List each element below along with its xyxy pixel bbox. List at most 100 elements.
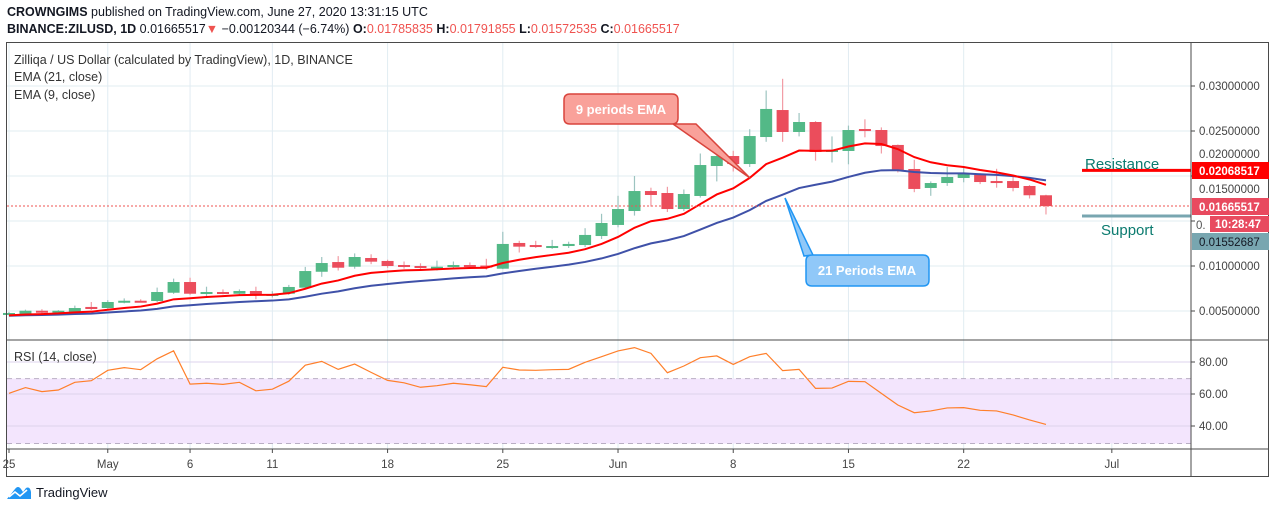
partial-tick-text: 0. (1196, 220, 1206, 232)
candle-up (546, 246, 559, 249)
candle-down (990, 181, 1003, 184)
candle-up (68, 308, 81, 312)
candle-up (579, 234, 592, 246)
rsi-tick-label: 40.00 (1199, 421, 1228, 433)
price-change: −0.00120344 (−6.74%) (221, 22, 350, 36)
legend-ema21[interactable]: EMA (21, close) (14, 70, 103, 84)
close-label: C: (600, 22, 614, 36)
candle-down (858, 129, 871, 132)
time-tick-label: Jun (609, 459, 628, 471)
candle-up (562, 243, 575, 247)
candle-down (727, 156, 740, 165)
candle-up (315, 263, 328, 272)
last-price: 0.01665517 (139, 22, 206, 36)
high-value: 0.01791855 (449, 22, 516, 36)
candle-down (875, 130, 888, 147)
candle-up (52, 310, 65, 313)
candle-up (167, 282, 180, 293)
candle-down (908, 168, 921, 189)
time-axis[interactable]: 25 May 6 11 18 25 Jun 8 15 22 Jul (3, 449, 1120, 471)
ohlc-line: BINANCE:ZILUSD, 1D 0.01665517▼ −0.001203… (7, 22, 680, 36)
candle-down (529, 245, 542, 248)
price-tick-label: 0.00500000 (1199, 306, 1260, 318)
time-tick-label: 25 (3, 459, 16, 471)
candle-down (184, 282, 197, 294)
time-tick-label: 11 (266, 459, 278, 471)
candle-up (743, 136, 756, 165)
candle-up (200, 292, 213, 295)
rsi-line (8, 346, 1047, 425)
candle-down (1007, 181, 1020, 188)
candle-up (299, 271, 312, 288)
support-label: Support (1101, 222, 1154, 239)
candle-up (612, 209, 625, 225)
time-tick-label: 6 (187, 459, 193, 471)
legend-ema9[interactable]: EMA (9, close) (14, 88, 96, 102)
resistance-price-label: 0.02068517 (1192, 162, 1269, 179)
time-tick-label: 25 (496, 459, 509, 471)
ema21-line (8, 169, 1047, 317)
close-value: 0.01665517 (613, 22, 680, 36)
candle-up (118, 300, 131, 303)
price-tick-label: 0.02000000 (1199, 149, 1260, 161)
candle-up (694, 165, 707, 196)
candle-up (941, 176, 954, 184)
price-axis[interactable]: 0.03000000 0.02500000 0.02000000 0.01500000… (1191, 81, 1260, 318)
candle-up (760, 108, 773, 138)
candle-down (216, 292, 229, 295)
price-tick-label: 0.01500000 (1199, 184, 1260, 196)
rsi-grid (7, 361, 1191, 427)
tradingview-brand: TradingView (36, 484, 108, 500)
down-arrow-icon: ▼ (205, 22, 219, 36)
open-value: 0.01785835 (366, 22, 433, 36)
legend-rsi[interactable]: RSI (14, close) (14, 350, 97, 364)
price-tick-label: 0.02500000 (1199, 126, 1260, 138)
rsi-tick-label: 80.00 (1199, 357, 1228, 369)
candle-up (710, 156, 723, 167)
rsi-tick-label: 60.00 (1199, 389, 1228, 401)
resistance-label: Resistance (1085, 156, 1159, 173)
candle-up (595, 222, 608, 237)
candle-down (480, 265, 493, 268)
candle-down (463, 265, 476, 268)
candle-up (628, 191, 641, 212)
ema9-callout[interactable]: 9 periods EMA (563, 93, 751, 179)
candle-down (644, 191, 657, 195)
candles (3, 78, 1052, 316)
time-tick-label: 18 (381, 459, 394, 471)
candle-up (151, 292, 164, 302)
candle-down (974, 174, 987, 183)
ema21-callout-text: 21 Periods EMA (818, 263, 917, 278)
high-label: H: (436, 22, 450, 36)
candle-down (35, 310, 48, 313)
price-tick-label: 0.01000000 (1199, 261, 1260, 273)
bar-countdown: 10:28:47 (1215, 219, 1261, 231)
candle-up (793, 122, 806, 132)
candle-down (381, 260, 394, 266)
candle-up (19, 310, 32, 315)
candle-up (430, 266, 443, 269)
author[interactable]: CROWNGIMS (7, 5, 88, 19)
candle-up (3, 312, 15, 315)
candle-up (677, 194, 690, 210)
candle-up (957, 174, 970, 178)
candle-down (1023, 185, 1036, 196)
candle-up (101, 302, 114, 309)
candle-down (776, 110, 789, 132)
candle-down (661, 193, 674, 210)
rsi-axis[interactable]: 80.00 60.00 40.00 (1191, 357, 1228, 433)
time-tick-label: May (97, 459, 119, 471)
ema9-line (8, 142, 1047, 317)
ema21-callout[interactable]: 21 Periods EMA (784, 197, 930, 287)
candle-down (809, 122, 822, 152)
candle-up (282, 286, 295, 294)
rsi-band (7, 378, 1191, 444)
candle-down (513, 242, 526, 247)
candle-down (1039, 195, 1052, 207)
tradingview-cloud-icon (7, 487, 31, 499)
publish-line: CROWNGIMS published on TradingView.com, … (7, 5, 428, 19)
time-tick-label: 15 (842, 459, 855, 471)
tradingview-logo[interactable]: TradingView (6, 484, 108, 500)
support-price-label: 0.01552687 (1192, 233, 1269, 250)
